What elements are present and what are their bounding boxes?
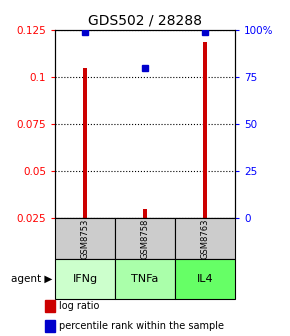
- Bar: [115, 259, 175, 299]
- Bar: [83, 68, 87, 218]
- Bar: [55, 218, 115, 259]
- Bar: [175, 218, 235, 259]
- Bar: [175, 259, 235, 299]
- Bar: [115, 218, 175, 259]
- Text: IFNg: IFNg: [72, 274, 98, 284]
- Bar: [143, 209, 147, 218]
- Bar: [203, 42, 207, 218]
- Text: GSM8758: GSM8758: [140, 218, 150, 259]
- Text: log ratio: log ratio: [59, 301, 100, 311]
- Text: IL4: IL4: [197, 274, 213, 284]
- Text: GSM8753: GSM8753: [81, 218, 90, 259]
- Text: percentile rank within the sample: percentile rank within the sample: [59, 321, 224, 331]
- Text: TNFa: TNFa: [131, 274, 159, 284]
- Text: GSM8763: GSM8763: [200, 218, 209, 259]
- Bar: [45, 320, 55, 332]
- Bar: [45, 300, 55, 312]
- Text: agent ▶: agent ▶: [11, 274, 52, 284]
- Bar: [55, 259, 115, 299]
- Title: GDS502 / 28288: GDS502 / 28288: [88, 14, 202, 28]
